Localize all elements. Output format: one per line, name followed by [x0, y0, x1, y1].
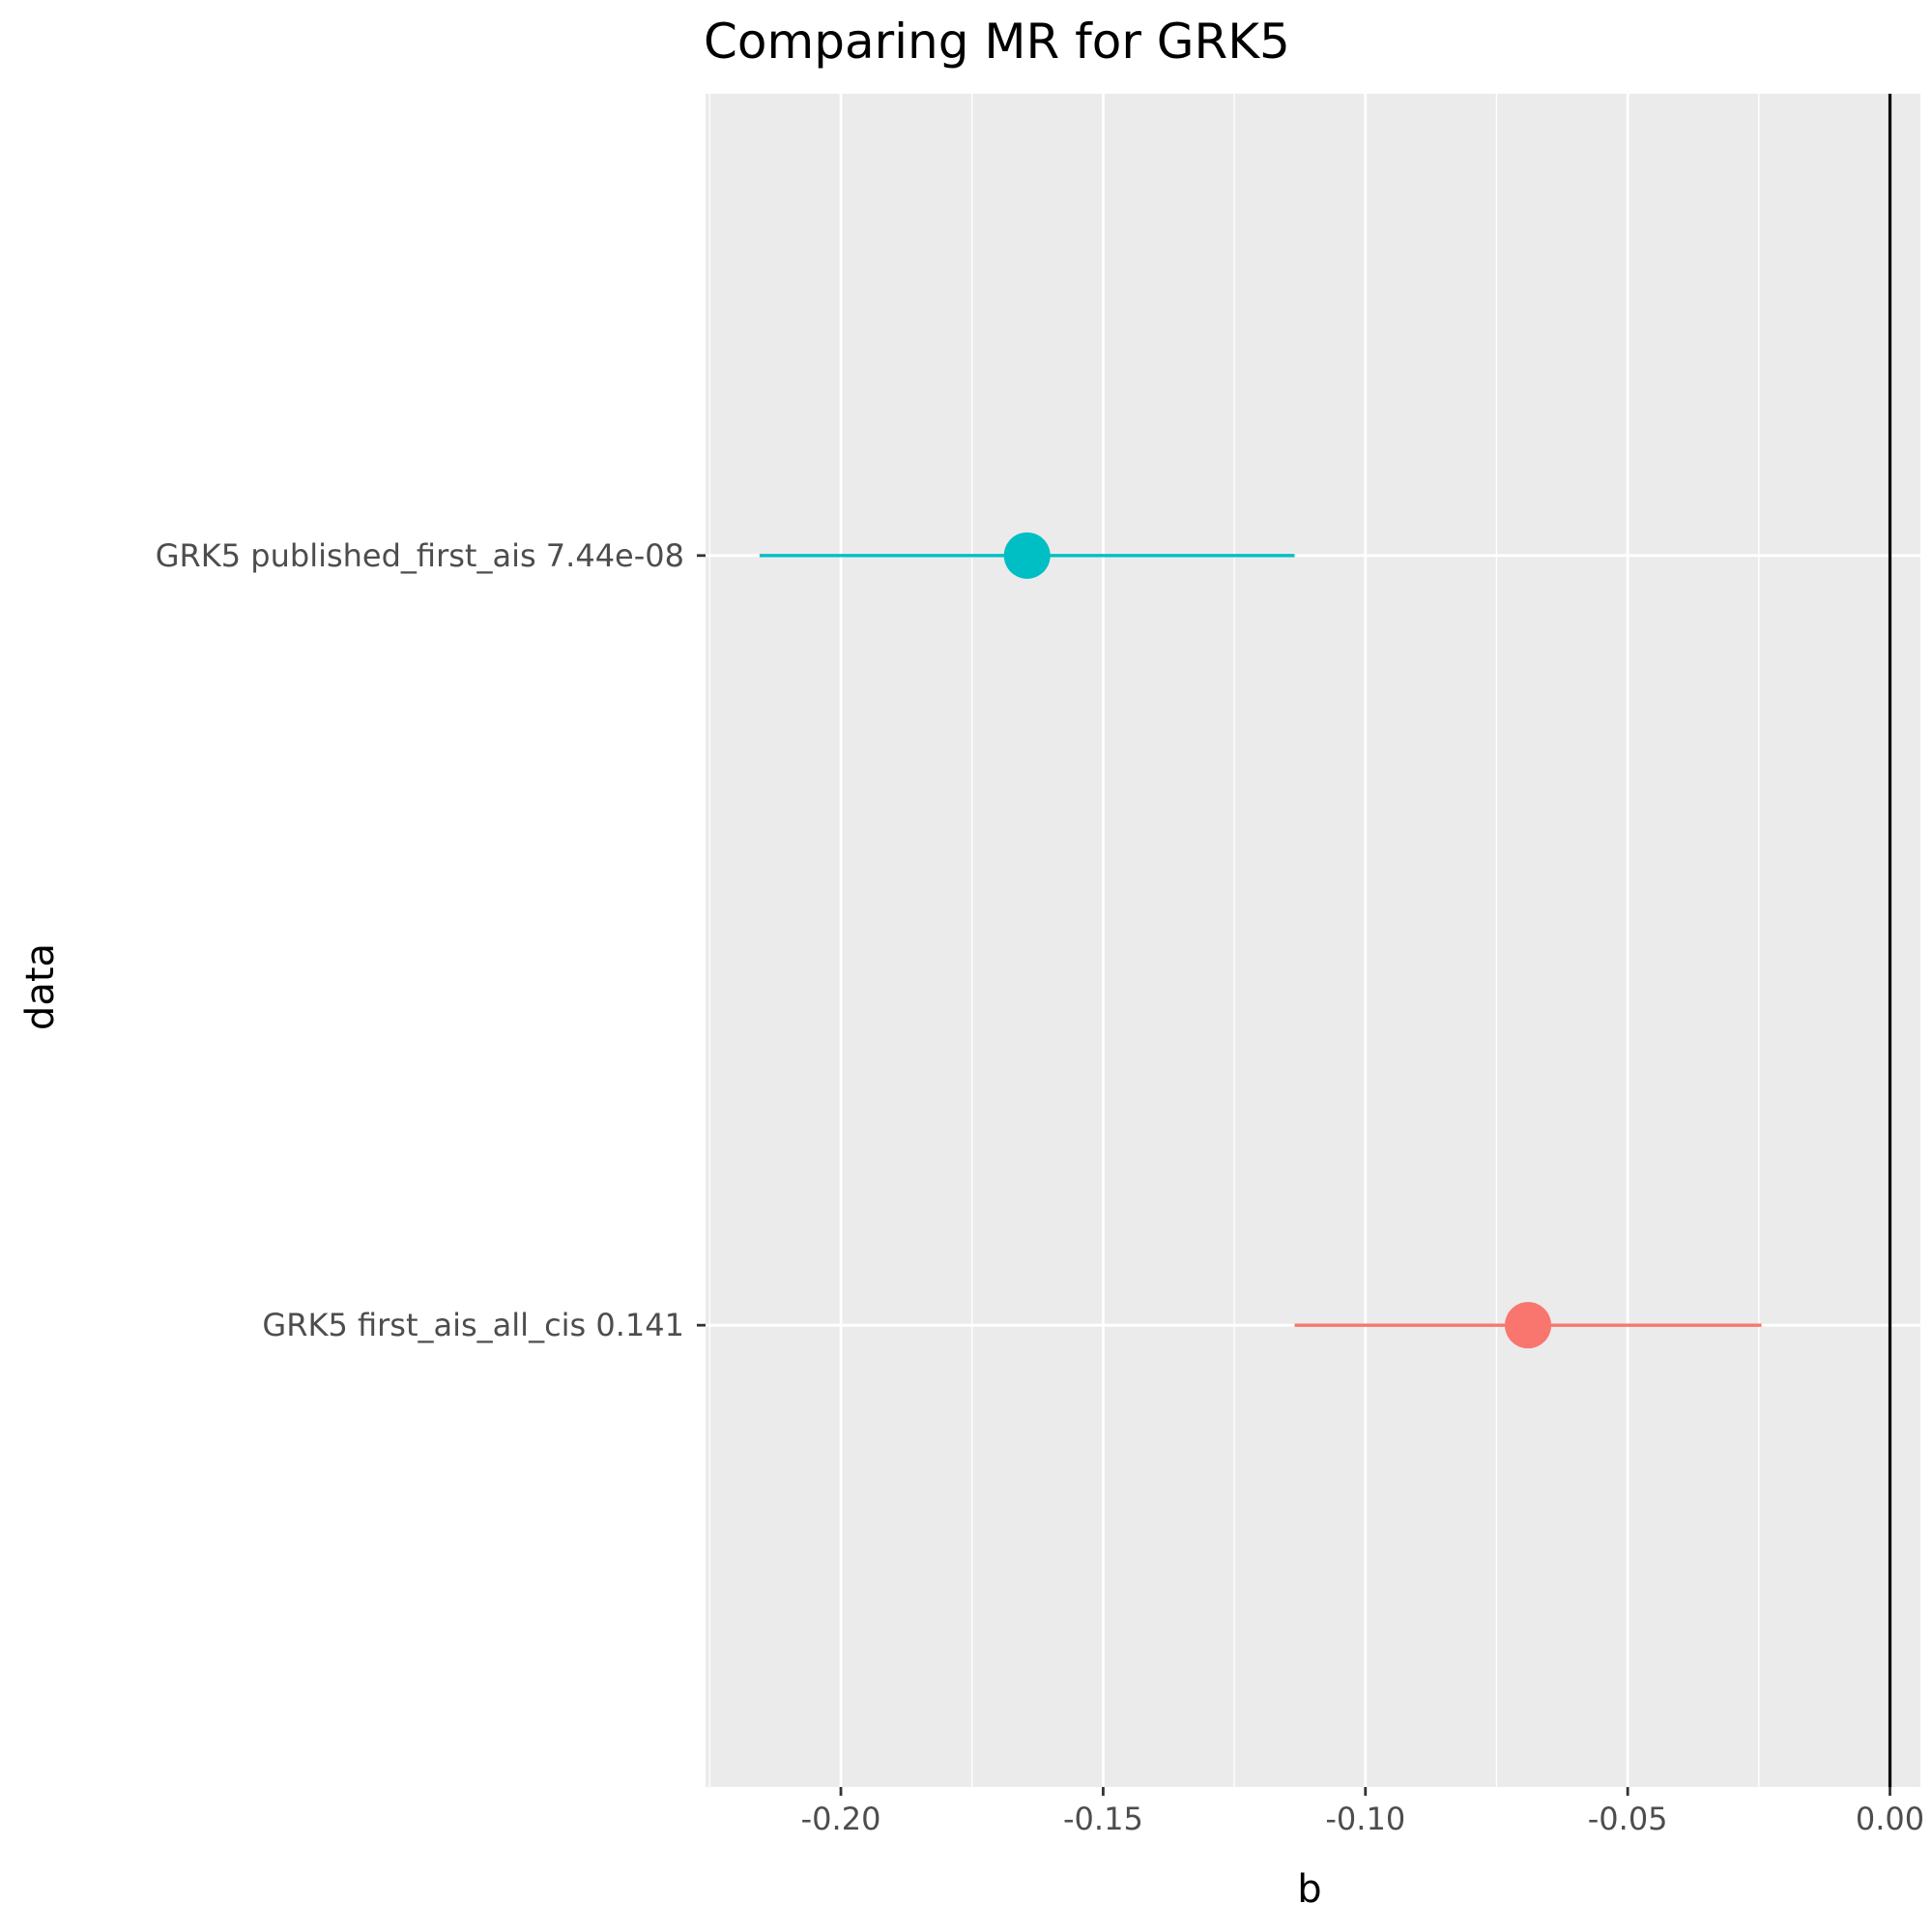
y-tick-label: GRK5 published_first_ais 7.44e-08	[156, 537, 684, 574]
point-estimate	[1505, 1302, 1552, 1349]
x-tick-label: -0.20	[801, 1801, 881, 1837]
chart-title: Comparing MR for GRK5	[704, 14, 1290, 70]
y-tick-label: GRK5 first_ais_all_cis 0.141	[262, 1307, 684, 1343]
plot-marks	[759, 94, 1892, 1787]
axes: -0.20 -0.15 -0.10 -0.05 0.00 GRK5 published_f…	[156, 537, 1924, 1837]
x-tick-label: -0.10	[1325, 1801, 1405, 1837]
x-tick-label: 0.00	[1856, 1801, 1924, 1837]
plot-panel	[706, 94, 1920, 1787]
y-axis-title: data	[18, 943, 63, 1030]
x-axis-title: b	[1297, 1867, 1321, 1912]
point-estimate	[1003, 532, 1051, 579]
x-tick-label: -0.05	[1588, 1801, 1668, 1837]
panel-background	[706, 94, 1920, 1787]
x-tick-label: -0.15	[1063, 1801, 1143, 1837]
